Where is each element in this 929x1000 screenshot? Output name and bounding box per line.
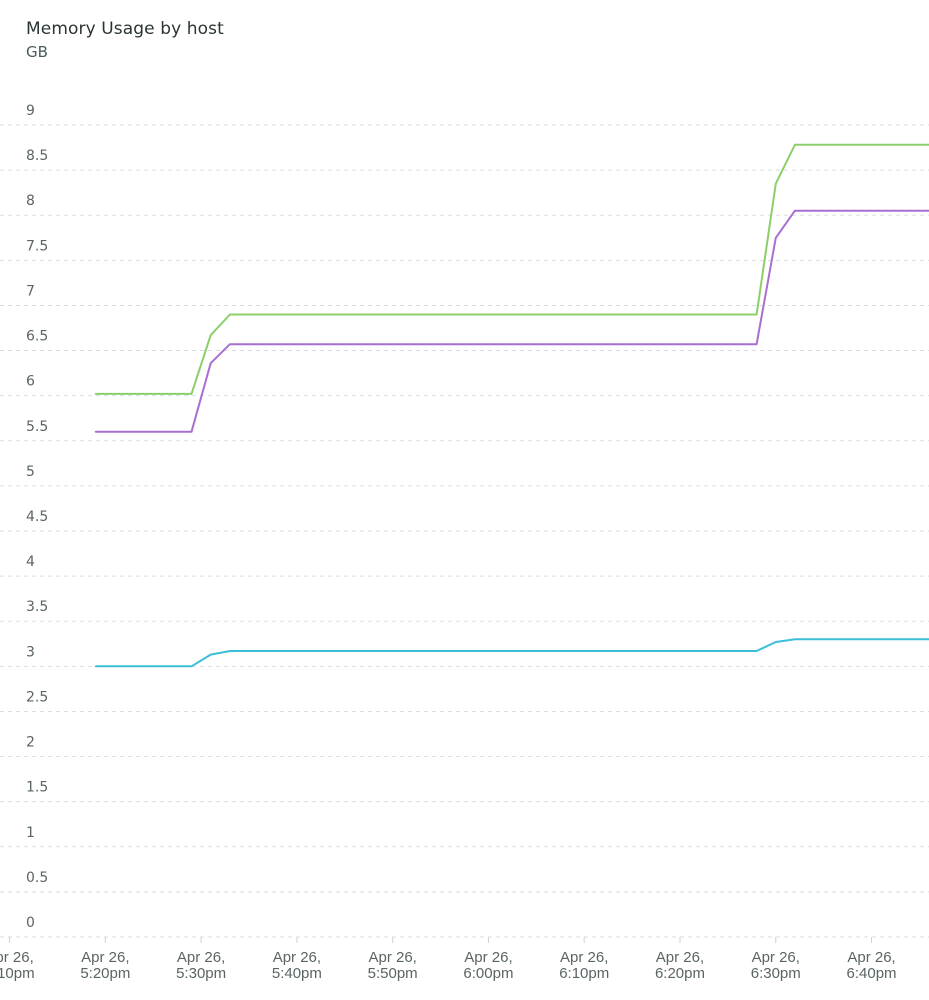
chart-unit-label: GB: [26, 43, 48, 61]
y-tick-label: 7.5: [26, 238, 48, 254]
x-tick-label: Apr 26, 5:20pm: [80, 949, 130, 982]
x-tick-label: Apr 26, 5:30pm: [176, 949, 226, 982]
y-tick-label: 3: [26, 644, 35, 660]
y-tick-label: 4: [26, 554, 35, 570]
x-tick-label: Apr 26, 5:50pm: [368, 949, 418, 982]
chart-title: Memory Usage by host: [26, 19, 224, 39]
y-tick-label: 4.5: [26, 509, 48, 525]
series-line-1: [94, 143, 929, 395]
y-tick-label: 8: [26, 193, 35, 209]
y-tick-label: 9: [26, 103, 35, 119]
x-tick-label: Apr 26, 6:10pm: [559, 949, 609, 982]
y-tick-label: 6.5: [26, 329, 48, 345]
x-tick-label: Apr 26, 6:00pm: [463, 949, 513, 982]
series-line-3: [94, 638, 929, 668]
series-layer: [94, 143, 929, 668]
y-tick-label: 6: [26, 374, 35, 390]
y-tick-label: 1.5: [26, 780, 48, 796]
x-tick-label: Apr 26,5:10pm: [0, 949, 35, 982]
y-tick-label: 2.5: [26, 689, 48, 705]
series-line-2: [94, 209, 929, 433]
y-tick-label: 1: [26, 825, 35, 841]
y-tick-label: 0: [26, 915, 35, 931]
x-tick-label: Apr 26, 5:40pm: [272, 949, 322, 982]
y-tick-label: 3.5: [26, 599, 48, 615]
y-tick-label: 8.5: [26, 148, 48, 164]
x-tick-label: Apr 26, 6:20pm: [655, 949, 705, 982]
grid-layer: [0, 124, 929, 938]
x-axis: Apr 26,5:10pm Apr 26,5:20pm Apr 26,5:30pm A…: [0, 937, 897, 982]
x-tick-label: Apr 26, 6:30pm: [751, 949, 801, 982]
x-tick-label: Apr 26, 6:40pm: [847, 949, 897, 982]
y-tick-label: 2: [26, 735, 35, 751]
chart-header: Memory Usage by host GB: [26, 17, 224, 63]
y-tick-label: 7: [26, 283, 35, 299]
y-axis-labels: 0 0.5 1 1.5 2 2.5 3 3.5 4 4.5 5 5.5 6 6.5 7 7.5 8 8.5 9: [26, 103, 48, 931]
y-tick-label: 5.5: [26, 419, 48, 435]
y-tick-label: 5: [26, 464, 35, 480]
y-tick-label: 0.5: [26, 870, 48, 886]
